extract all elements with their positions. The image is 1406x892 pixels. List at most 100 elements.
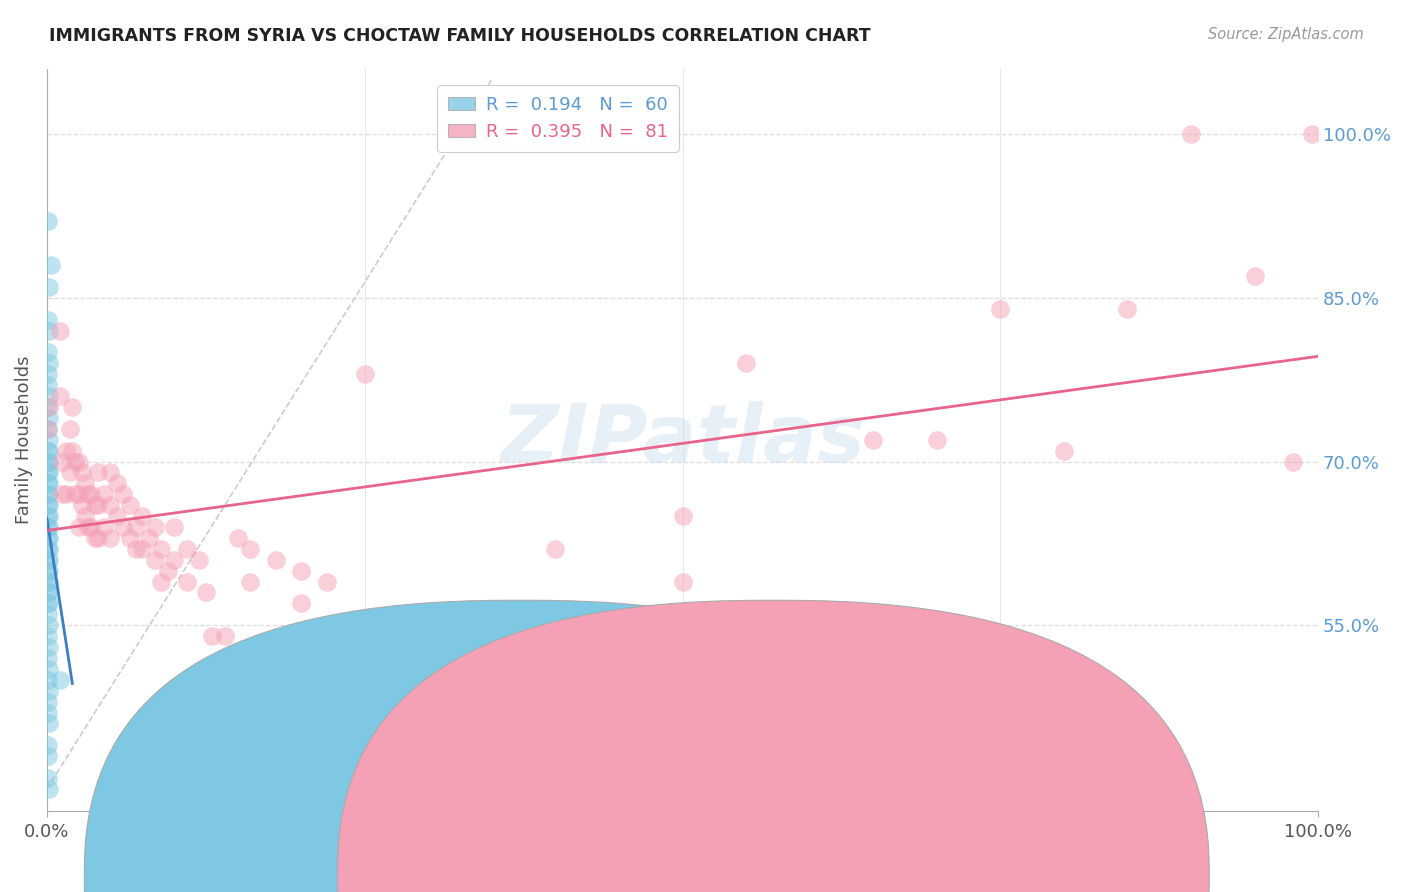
Point	[93, 520, 115, 534]
Point	[67, 520, 90, 534]
Point	[37, 422, 59, 436]
Point	[671, 509, 693, 524]
Point	[925, 433, 948, 447]
Point	[37, 367, 59, 381]
Point	[38, 553, 60, 567]
Point	[48, 324, 70, 338]
Point	[38, 564, 60, 578]
Point	[1243, 268, 1265, 283]
Point	[105, 476, 128, 491]
Point	[38, 640, 60, 654]
Point	[131, 541, 153, 556]
Point	[188, 553, 211, 567]
Point	[100, 498, 122, 512]
Point	[1281, 454, 1303, 468]
Point	[38, 410, 60, 425]
Point	[125, 520, 148, 534]
Point	[37, 531, 59, 545]
Point	[38, 487, 60, 501]
Point	[37, 422, 59, 436]
Point	[55, 487, 77, 501]
Point	[862, 433, 884, 447]
Point	[37, 400, 59, 414]
Point	[37, 520, 59, 534]
Point	[37, 378, 59, 392]
Point	[38, 443, 60, 458]
Point	[143, 553, 166, 567]
Point	[38, 683, 60, 698]
Point	[38, 454, 60, 468]
Point	[290, 596, 312, 610]
Point	[100, 531, 122, 545]
Point	[735, 356, 758, 370]
Point	[38, 541, 60, 556]
Point	[72, 498, 94, 512]
Point	[519, 716, 541, 731]
Point	[37, 345, 59, 359]
Point	[201, 629, 224, 643]
Point	[76, 520, 98, 534]
Point	[1180, 127, 1202, 141]
Text: ZIPatlas: ZIPatlas	[501, 401, 865, 479]
Point	[37, 214, 59, 228]
Point	[105, 509, 128, 524]
Point	[60, 400, 83, 414]
Point	[1301, 127, 1323, 141]
Point	[239, 574, 262, 589]
Point	[1053, 443, 1076, 458]
Text: Immigrants from Syria: Immigrants from Syria	[548, 869, 735, 887]
Point	[48, 673, 70, 687]
Point	[87, 531, 110, 545]
Point	[37, 476, 59, 491]
Point	[37, 706, 59, 720]
Point	[38, 324, 60, 338]
Point	[38, 476, 60, 491]
Point	[38, 389, 60, 403]
Point	[315, 574, 337, 589]
Point	[37, 739, 59, 753]
Point	[37, 541, 59, 556]
Point	[37, 771, 59, 785]
Point	[118, 531, 141, 545]
Point	[418, 749, 440, 764]
Point	[125, 541, 148, 556]
Point	[76, 487, 98, 501]
Point	[163, 553, 186, 567]
Point	[37, 574, 59, 589]
Point	[38, 716, 60, 731]
Point	[80, 487, 103, 501]
Point	[48, 389, 70, 403]
Point	[87, 466, 110, 480]
Point	[163, 520, 186, 534]
Point	[37, 651, 59, 665]
Point	[37, 312, 59, 326]
Point	[118, 498, 141, 512]
Text: IMMIGRANTS FROM SYRIA VS CHOCTAW FAMILY HOUSEHOLDS CORRELATION CHART: IMMIGRANTS FROM SYRIA VS CHOCTAW FAMILY …	[49, 27, 870, 45]
Point	[37, 553, 59, 567]
Point	[37, 454, 59, 468]
Point	[37, 466, 59, 480]
Point	[38, 433, 60, 447]
Point	[226, 531, 249, 545]
Point	[87, 498, 110, 512]
Point	[38, 574, 60, 589]
Point	[38, 596, 60, 610]
Point	[468, 640, 491, 654]
Point	[264, 553, 287, 567]
Point	[59, 466, 82, 480]
Point	[51, 487, 73, 501]
Point	[55, 443, 77, 458]
Point	[214, 629, 236, 643]
Point	[988, 301, 1011, 316]
Point	[37, 749, 59, 764]
Point	[37, 596, 59, 610]
Point	[73, 509, 96, 524]
Point	[63, 454, 86, 468]
Point	[93, 487, 115, 501]
Point	[353, 367, 375, 381]
Point	[37, 607, 59, 622]
Point	[37, 629, 59, 643]
Point	[73, 476, 96, 491]
Point	[38, 782, 60, 797]
Point	[39, 258, 62, 272]
